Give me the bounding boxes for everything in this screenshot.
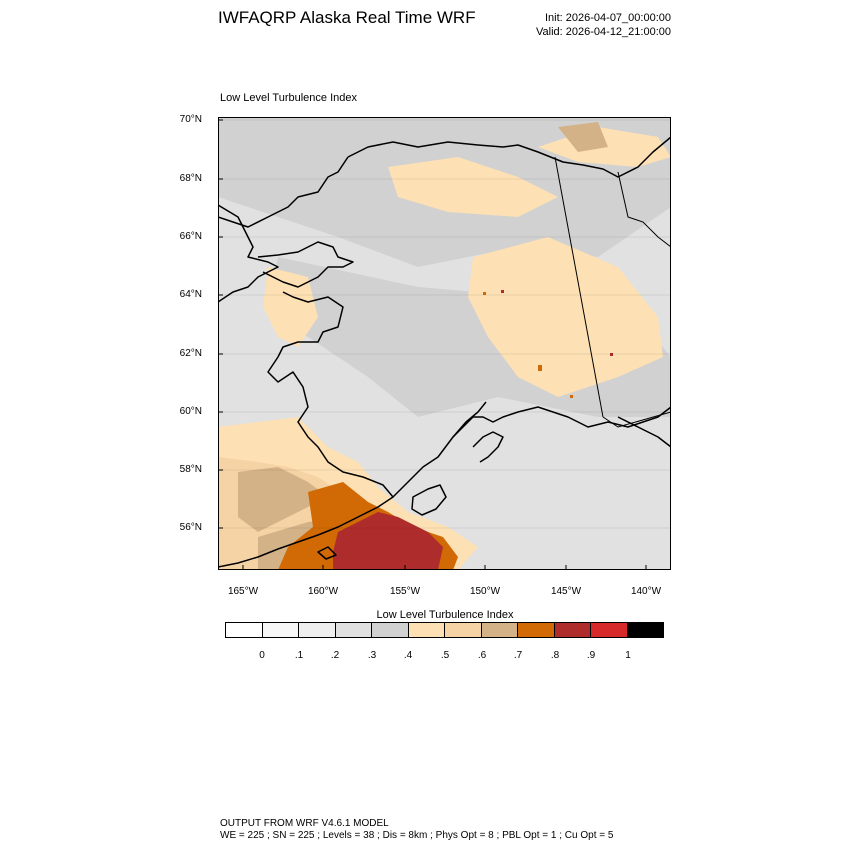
lon-label-160: 160°W [307,586,339,597]
valid-time: Valid: 2026-04-12_21:00:00 [536,26,671,38]
lat-label-64: 64°N [179,289,202,300]
lon-label-155: 155°W [389,586,421,597]
colorbar-tick: .7 [513,650,523,661]
colorbar-swatch-3 [334,622,371,638]
footer-model: OUTPUT FROM WRF V4.6.1 MODEL [220,818,389,829]
footer-config: WE = 225 ; SN = 225 ; Levels = 38 ; Dis … [220,830,614,841]
lat-label-66: 66°N [179,231,202,242]
index-speck [501,290,504,293]
index-speck [570,395,573,398]
index-field-0.7-northeast [558,122,608,152]
colorbar-tick: .6 [477,650,487,661]
lat-label-58: 58°N [179,464,202,475]
index-field-0.9 [333,512,443,570]
plot-title: IWFAQRP Alaska Real Time WRF [218,8,476,27]
colorbar-swatch-6 [444,622,481,638]
colorbar-swatch-8 [517,622,554,638]
index-field-0.5-west [263,267,318,347]
lat-label-56: 56°N [179,522,202,533]
colorbar-title: Low Level Turbulence Index [376,609,514,621]
map-panel [218,117,671,570]
index-speck [483,292,486,295]
colorbar-swatch-11 [626,622,664,638]
colorbar-swatch-1 [261,622,298,638]
lon-ticks [242,565,647,570]
index-field-0.7-west [238,467,328,532]
lat-ticks [218,119,223,529]
index-field-0.5-yukon [468,237,663,397]
init-time: Init: 2026-04-07_00:00:00 [545,12,671,24]
coastline [218,136,671,568]
colorbar-swatch-2 [298,622,335,638]
lon-label-165: 165°W [227,586,259,597]
lon-label-140: 140°W [630,586,662,597]
colorbar-swatch-9 [553,622,590,638]
colorbar-tick: 0 [259,650,265,661]
index-speck [538,365,542,371]
colorbar-tick: 1 [625,650,631,661]
index-field-0.5-brooks [388,157,558,217]
country-border [554,156,671,428]
turbulence-map [218,117,671,570]
colorbar-tick: .9 [586,650,596,661]
colorbar-tick: .1 [294,650,304,661]
colorbar-tick: .4 [403,650,413,661]
colorbar-tick: .3 [367,650,377,661]
lat-label-62: 62°N [179,348,202,359]
colorbar [225,622,664,638]
lat-label-68: 68°N [179,173,202,184]
index-speck [610,353,613,356]
colorbar-swatch-0 [225,622,262,638]
lon-label-150: 150°W [469,586,501,597]
map-frame [218,117,671,570]
colorbar-tick: .5 [440,650,450,661]
colorbar-swatch-4 [371,622,408,638]
lon-label-145: 145°W [550,586,582,597]
colorbar-tick: .2 [330,650,340,661]
colorbar-swatch-5 [407,622,444,638]
colorbar-swatch-10 [590,622,627,638]
lat-label-70: 70°N [179,114,202,125]
graticule [218,119,671,529]
lat-label-60: 60°N [179,406,202,417]
colorbar-tick: .8 [550,650,560,661]
field-label: Low Level Turbulence Index [220,92,357,104]
colorbar-swatch-7 [480,622,517,638]
